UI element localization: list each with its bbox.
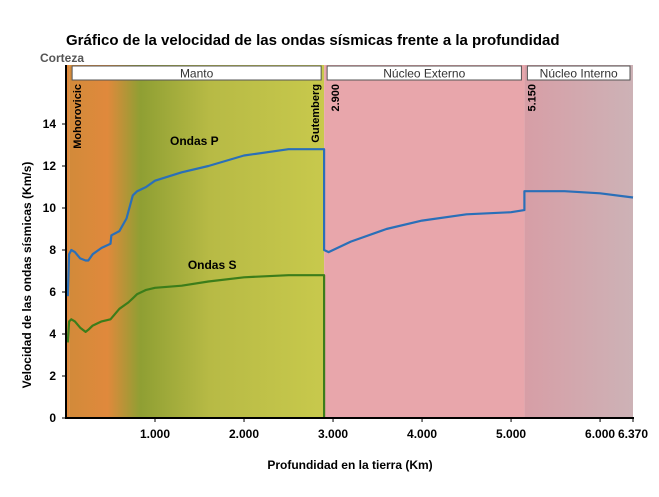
layer-background-4 xyxy=(524,65,633,418)
layer-box-2 xyxy=(71,65,322,81)
series-line-1 xyxy=(66,148,634,297)
x-tick-label-7: 6.370 xyxy=(618,427,648,441)
x-tick-label-5: 5.000 xyxy=(496,427,526,441)
y-ticks: 0 2 4 6 8 10 12 14 xyxy=(43,117,66,425)
layer-name-4: Núcleo Interno xyxy=(540,67,618,81)
layer-headers: Corteza Manto Núcleo Externo Núcleo Interno xyxy=(40,51,631,81)
layer-background-1 xyxy=(66,65,70,418)
series-line-2 xyxy=(66,274,326,418)
x-tick-label-6: 6.000 xyxy=(585,427,615,441)
series-label-1: Ondas P xyxy=(170,134,219,148)
layer-background-2 xyxy=(69,65,325,418)
y-tick-label-7: 12 xyxy=(43,159,57,173)
x-tick-label-2: 2.000 xyxy=(229,427,259,441)
x-tick-label-1: 1.000 xyxy=(140,427,170,441)
layer-backgrounds xyxy=(66,65,633,418)
y-tick-label-8: 14 xyxy=(43,117,57,131)
layer-box-4 xyxy=(526,65,631,81)
x-tick-label-3: 3.000 xyxy=(318,427,348,441)
y-tick-label-6: 10 xyxy=(43,201,57,215)
y-tick-label-1: 0 xyxy=(49,411,56,425)
series-label-2: Ondas S xyxy=(188,258,237,272)
y-axis-label: Velocidad de las ondas sísmicas (Km/s) xyxy=(20,162,34,389)
x-axis-label: Profundidad en la tierra (Km) xyxy=(267,458,432,472)
y-tick-label-2: 2 xyxy=(49,369,56,383)
boundary-labels: Mohorovicic Gutemberg 2.900 5.150 xyxy=(72,84,538,149)
layer-background-3 xyxy=(324,65,525,418)
y-tick-label-3: 4 xyxy=(49,327,56,341)
crust-label: Corteza xyxy=(40,51,84,65)
boundary-name-1: Mohorovicic xyxy=(72,84,84,149)
x-ticks: 1.000 2.000 3.000 4.000 5.000 6.000 6.370 xyxy=(140,418,648,441)
layer-box-3 xyxy=(326,65,522,81)
series-labels: Ondas P Ondas S xyxy=(170,134,236,272)
series-lines xyxy=(66,148,634,418)
chart-title: Gráfico de la velocidad de las ondas sís… xyxy=(66,32,559,49)
y-tick-label-5: 8 xyxy=(49,243,56,257)
y-tick-label-4: 6 xyxy=(49,285,56,299)
boundary-value-3: 5.150 xyxy=(526,84,538,112)
layer-name-3: Núcleo Externo xyxy=(383,67,465,81)
boundary-value-2: 2.900 xyxy=(330,84,342,112)
layer-name-2: Manto xyxy=(180,67,214,81)
boundary-name-2: Gutemberg xyxy=(310,84,322,143)
x-tick-label-4: 4.000 xyxy=(407,427,437,441)
